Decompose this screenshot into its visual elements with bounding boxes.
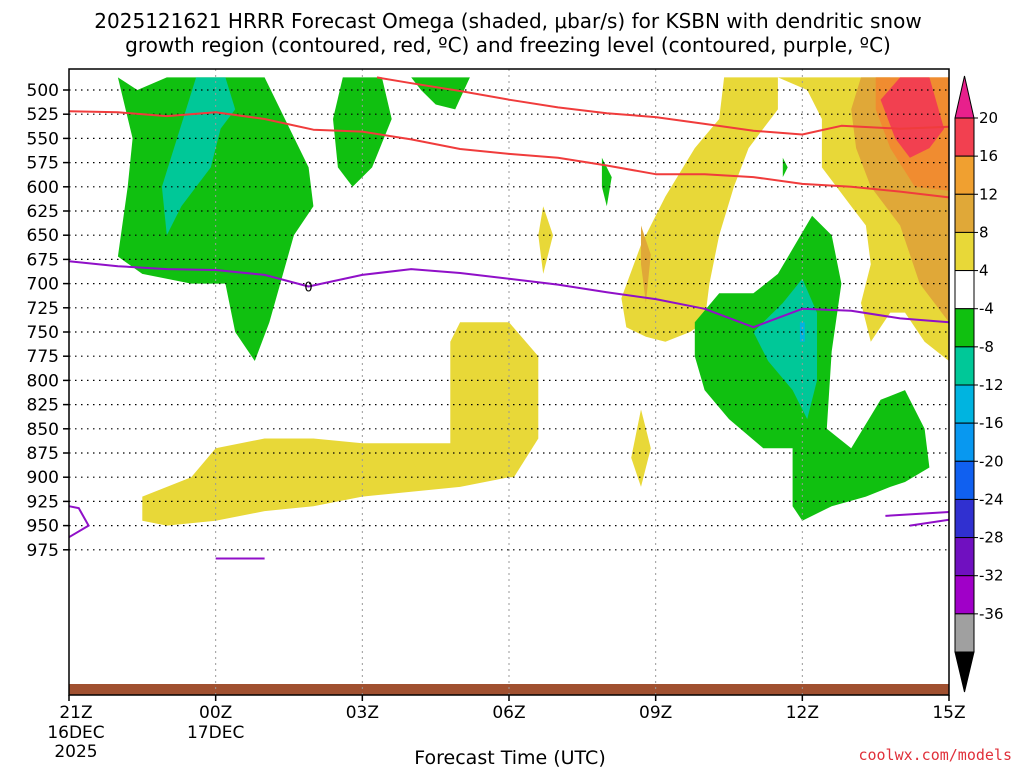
y-tick-label: 900 [27, 468, 59, 488]
colorbar-swatch [954, 613, 975, 653]
omega-area-4-4 [782, 157, 788, 178]
colorbar-swatch [954, 575, 975, 615]
colorbar-label: 20 [979, 109, 998, 127]
y-tick-label: 950 [27, 517, 59, 537]
x-tick-sublabel: 17DEC [187, 723, 244, 743]
omega-area-3-0 [880, 77, 945, 158]
contour-line-1 [376, 76, 950, 136]
omega-shading [69, 77, 949, 695]
colorbar-swatch [954, 193, 975, 233]
terrain-strip [69, 684, 949, 695]
y-tick-label: 675 [27, 250, 59, 270]
omega-area-1-1 [641, 225, 651, 303]
colorbar-swatch [954, 460, 975, 500]
colorbar-label: -32 [979, 567, 1004, 585]
colorbar-bottom-arrow [954, 651, 975, 693]
colorbar-label: -8 [979, 338, 994, 356]
x-tick-label: 00Z [199, 703, 232, 723]
x-tick-sublabel: 16DEC [47, 723, 104, 743]
colorbar-swatch [954, 155, 975, 195]
contour-line-2 [68, 260, 950, 329]
y-axis: 500 525 550 575 600 625 650 675 700 725 750 775 800 8… [27, 81, 69, 561]
colorbar-label: -20 [979, 452, 1004, 470]
y-tick-label: 925 [27, 492, 59, 512]
x-tick-label: 06Z [492, 703, 525, 723]
x-tick-label: 15Z [932, 703, 965, 723]
freezing-level-segment [885, 511, 950, 517]
colorbar-label: -4 [979, 300, 994, 318]
omega-area-0-3 [538, 206, 553, 274]
colorbar-swatch [954, 231, 975, 272]
colorbar-swatch [954, 117, 975, 157]
x-tick-sublabel: 2025 [54, 742, 97, 762]
x-tick-label: 21Z [59, 703, 92, 723]
y-tick-label: 525 [27, 105, 59, 125]
grid [69, 69, 949, 695]
y-tick-label: 775 [27, 347, 59, 367]
chart-title-line1: 2025121621 HRRR Forecast Omega (shaded, … [94, 9, 921, 33]
omega-area-4-2 [411, 77, 470, 110]
contours: 0 [68, 76, 950, 560]
y-tick-label: 850 [27, 420, 59, 440]
omega-area-5-0 [161, 77, 236, 236]
omega-area-0-1 [362, 443, 421, 482]
omega-area-0-0 [142, 438, 510, 526]
y-tick-label: 875 [27, 444, 59, 464]
y-tick-label: 825 [27, 396, 59, 416]
x-tick-label: 03Z [346, 703, 379, 723]
omega-area-0-6 [631, 409, 651, 487]
chart-title-line2: growth region (contoured, red, ºC) and f… [125, 33, 891, 57]
colorbar-label: -12 [979, 376, 1004, 394]
colorbar-label: -16 [979, 414, 1004, 432]
colorbar-label: -36 [979, 605, 1004, 623]
omega-area-5-1 [753, 278, 817, 420]
freezing-level-segment [909, 518, 950, 527]
colorbar: 20 16 12 8 4 -4 -8 -12 -16 -20 -24 -28 -32 -36 [954, 75, 1004, 693]
y-tick-label: 625 [27, 202, 59, 222]
omega-area-0-2 [450, 322, 539, 478]
y-tick-label: 700 [27, 275, 59, 295]
colorbar-label: 16 [979, 147, 998, 165]
x-tick-label: 12Z [786, 703, 819, 723]
colorbar-swatch [954, 270, 975, 310]
colorbar-swatch [954, 498, 975, 539]
colorbar-swatch [954, 384, 975, 424]
y-tick-label: 600 [27, 178, 59, 198]
x-tick-label: 09Z [639, 703, 672, 723]
colorbar-label: 12 [979, 185, 998, 203]
y-tick-label: 550 [27, 129, 59, 149]
colorbar-label: -24 [979, 490, 1004, 508]
contour-label: 0 [304, 281, 312, 296]
omega-area-0-5 [777, 77, 949, 362]
colorbar-label: 4 [979, 262, 989, 280]
credit-text: coolwx.com/models [858, 746, 1012, 764]
colorbar-label: -28 [979, 529, 1004, 547]
freezing-level-segment [68, 505, 90, 539]
y-tick-label: 750 [27, 323, 59, 343]
colorbar-swatch [954, 422, 975, 462]
omega-area-0-4 [621, 77, 778, 342]
y-tick-label: 575 [27, 154, 59, 174]
colorbar-swatch [954, 346, 975, 386]
colorbar-swatch [954, 537, 975, 577]
omega-area-4-3 [601, 157, 612, 207]
colorbar-top-arrow [954, 75, 975, 119]
colorbar-swatch [954, 308, 975, 348]
x-axis-label: Forecast Time (UTC) [414, 747, 605, 768]
y-tick-label: 800 [27, 371, 59, 391]
y-tick-label: 650 [27, 226, 59, 246]
y-tick-label: 725 [27, 299, 59, 319]
y-tick-label: 975 [27, 541, 59, 561]
y-tick-label: 500 [27, 81, 59, 101]
contour-line-0 [68, 110, 950, 199]
colorbar-label: 8 [979, 223, 989, 241]
